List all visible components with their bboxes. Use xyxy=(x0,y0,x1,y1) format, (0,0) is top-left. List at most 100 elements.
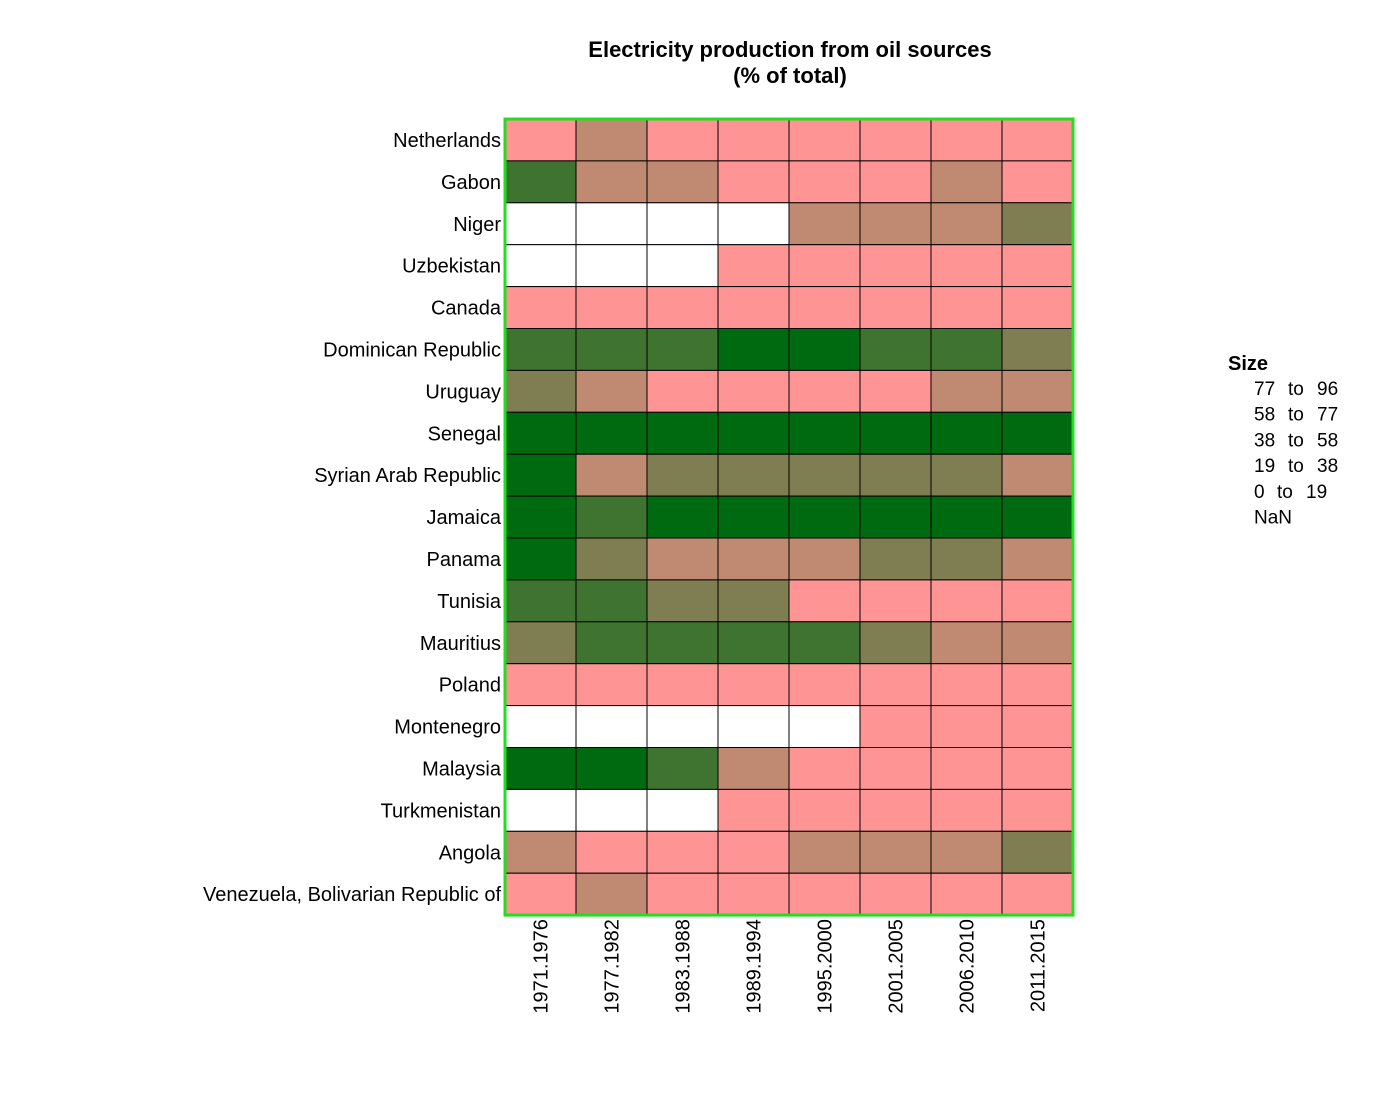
heatmap-cell xyxy=(930,537,1003,581)
row-label: Netherlands xyxy=(393,130,501,152)
heatmap-cell xyxy=(646,202,719,246)
heatmap-cell xyxy=(575,328,648,371)
heatmap-cell xyxy=(646,621,719,665)
column-labels: 1971.1976 1977.1982 1983.1988 1989.1994 1995… xyxy=(531,919,1050,1014)
heatmap-cell xyxy=(504,118,577,162)
heatmap-cell xyxy=(575,118,648,162)
legend-entry-high: 38 xyxy=(1317,456,1338,477)
heatmap-cell xyxy=(1001,244,1074,288)
legend-entry-high: 19 xyxy=(1306,482,1327,503)
heatmap-cell xyxy=(1001,160,1074,204)
column-label: 1989.1994 xyxy=(744,919,766,1014)
chart-title-line-1: Electricity production from oil sources xyxy=(588,37,991,62)
heatmap-cell xyxy=(859,663,932,707)
heatmap-cell xyxy=(930,244,1003,288)
heatmap-cell xyxy=(575,369,648,413)
row-label: Niger xyxy=(453,214,501,236)
heatmap-cell xyxy=(859,160,932,204)
heatmap-cell xyxy=(504,621,577,665)
heatmap-cell xyxy=(646,411,719,455)
chart-title-line-2: (% of total) xyxy=(733,63,847,88)
heatmap-cell xyxy=(859,705,932,748)
heatmap-cell xyxy=(504,788,577,832)
heatmap-cell xyxy=(646,579,719,623)
legend-entry-low: 77 xyxy=(1254,379,1275,400)
heatmap-cell xyxy=(646,118,719,162)
heatmap-cell xyxy=(930,788,1003,832)
heatmap-cell xyxy=(859,872,932,916)
heatmap-cell xyxy=(859,244,932,288)
heatmap-cell xyxy=(575,495,648,539)
heatmap-cell xyxy=(717,202,790,246)
heatmap-cell xyxy=(930,663,1003,707)
heatmap-cell xyxy=(646,537,719,581)
heatmap-cell xyxy=(930,453,1003,497)
heatmap-cell xyxy=(504,411,577,455)
row-label: Turkmenistan xyxy=(381,800,501,822)
plot-frame xyxy=(503,117,1075,917)
heatmap-cell xyxy=(717,872,790,916)
heatmap-cell xyxy=(504,872,577,916)
heatmap-cell xyxy=(1001,328,1074,371)
heatmap-cell xyxy=(717,747,790,790)
heatmap-cell xyxy=(1001,453,1074,497)
heatmap-cell xyxy=(788,202,861,246)
heatmap-cell xyxy=(504,202,577,246)
legend-entry-to: to xyxy=(1277,482,1293,503)
legend-entry-high: 96 xyxy=(1317,379,1338,400)
heatmap-cell xyxy=(646,244,719,288)
heatmap-cell xyxy=(788,453,861,497)
heatmap-cell xyxy=(717,495,790,539)
row-label: Malaysia xyxy=(422,758,502,780)
legend-entry-high: 77 xyxy=(1317,405,1338,426)
heatmap-cell xyxy=(930,328,1003,371)
heatmap-cell xyxy=(1001,705,1074,748)
heatmap-cell xyxy=(504,579,577,623)
legend-entry-high: 58 xyxy=(1317,430,1338,451)
row-label: Canada xyxy=(431,298,502,320)
heatmap-cell xyxy=(930,872,1003,916)
row-labels: Netherlands Gabon Niger Uzbekistan Canada Dom… xyxy=(203,130,502,906)
heatmap-cell xyxy=(1001,118,1074,162)
heatmap-cell xyxy=(930,369,1003,413)
heatmap-cell xyxy=(717,663,790,707)
heatmap-cell xyxy=(930,118,1003,162)
column-label: 2011.2015 xyxy=(1028,919,1050,1012)
heatmap-cell xyxy=(1001,495,1074,539)
heatmap-cell xyxy=(717,453,790,497)
heatmap-cell xyxy=(717,244,790,288)
heatmap-cell xyxy=(859,579,932,623)
heatmap-cell xyxy=(575,705,648,748)
heatmap-cell xyxy=(717,286,790,330)
heatmap-cell xyxy=(859,747,932,790)
heatmap-cell xyxy=(504,705,577,748)
heatmap-cell xyxy=(1001,663,1074,707)
row-label: Montenegro xyxy=(394,717,501,739)
heatmap-cell xyxy=(859,328,932,371)
heatmap-cell xyxy=(646,705,719,748)
legend-entry-low: 38 xyxy=(1254,430,1275,451)
legend-entry-to: to xyxy=(1288,405,1304,426)
heatmap-cell xyxy=(788,286,861,330)
heatmap-cell xyxy=(717,328,790,371)
heatmap-cell xyxy=(859,202,932,246)
column-label: 2006.2010 xyxy=(957,919,979,1014)
column-label: 1983.1988 xyxy=(673,919,695,1014)
row-label: Poland xyxy=(439,675,501,697)
heatmap-cell xyxy=(1001,369,1074,413)
legend-entry-low: 58 xyxy=(1254,405,1275,426)
heatmap-cell xyxy=(859,621,932,665)
heatmap-cell xyxy=(575,160,648,204)
heatmap-cell xyxy=(788,579,861,623)
heatmap-cell xyxy=(1001,788,1074,832)
heatmap-cell xyxy=(504,830,577,874)
heatmap-cell xyxy=(788,328,861,371)
heatmap-cell xyxy=(646,328,719,371)
legend-entry-to: to xyxy=(1288,430,1304,451)
heatmap-cell xyxy=(859,369,932,413)
heatmap-cell xyxy=(930,160,1003,204)
heatmap-cell xyxy=(1001,411,1074,455)
heatmap-cell xyxy=(930,202,1003,246)
